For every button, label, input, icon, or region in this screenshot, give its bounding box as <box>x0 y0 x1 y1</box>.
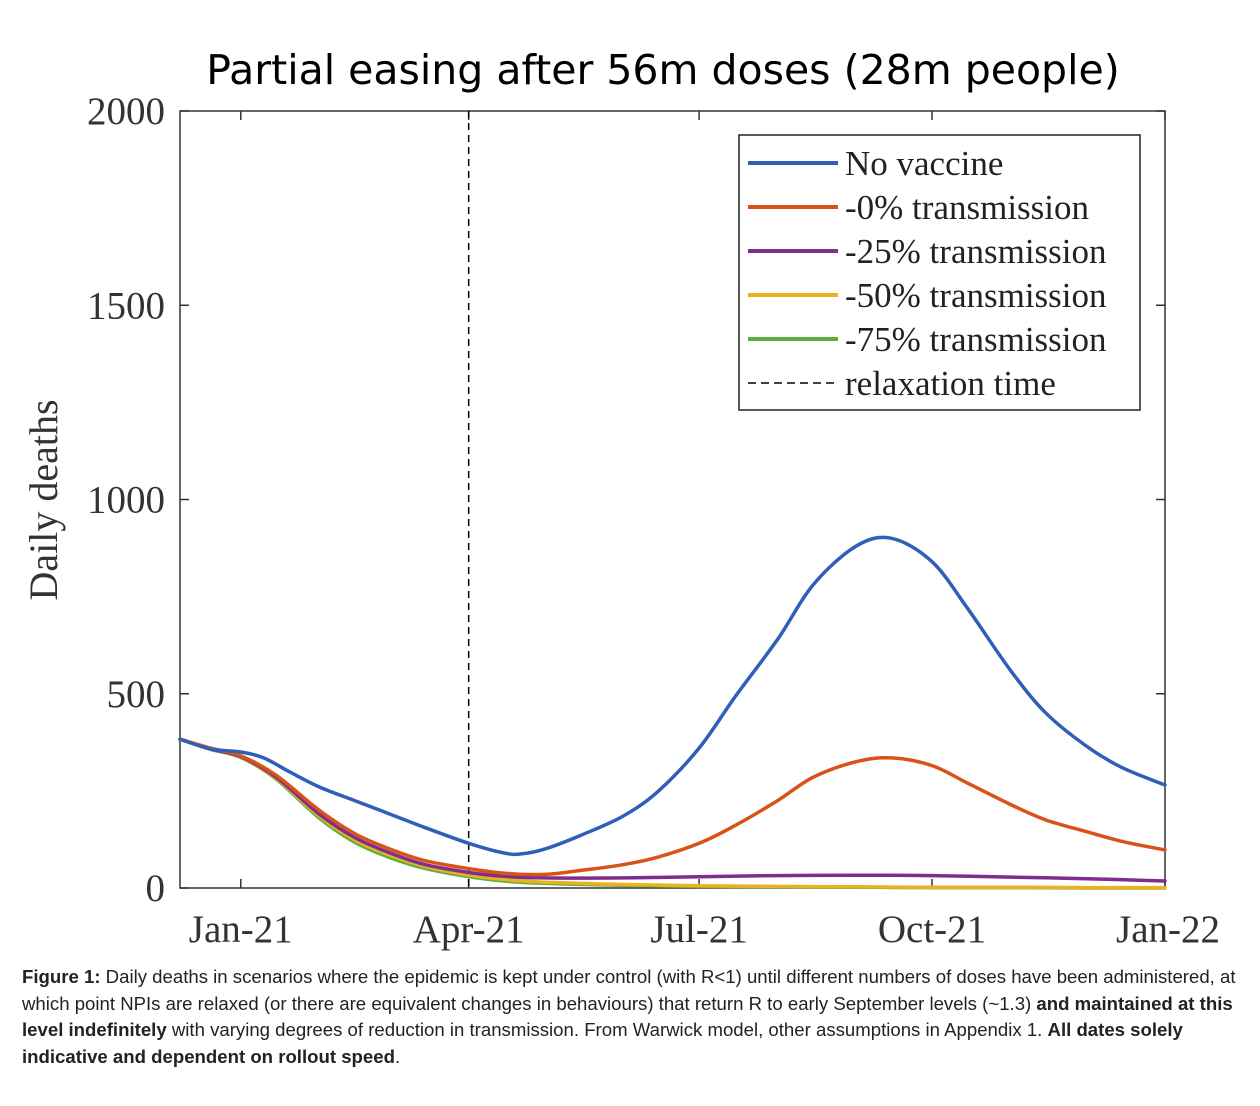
x-tick-label: Apr-21 <box>413 908 525 951</box>
legend-label: -50% transmission <box>845 276 1107 315</box>
caption-text-2: with varying degrees of reduction in tra… <box>166 1019 1048 1040</box>
y-axis-label: Daily deaths <box>21 399 66 600</box>
figure-caption: Figure 1: Daily deaths in scenarios wher… <box>22 964 1247 1070</box>
x-tick-label: Jan-21 <box>189 908 293 951</box>
series-line-25-transmission <box>178 737 1167 883</box>
chart: Partial easing after 56m doses (28m peop… <box>21 46 1220 951</box>
y-tick-label: 500 <box>107 673 166 716</box>
caption-bold-2: All dates solely indicative and dependen… <box>22 1019 1183 1067</box>
legend-label: -25% transmission <box>845 232 1107 271</box>
x-tick-label: Jul-21 <box>650 908 748 951</box>
legend-label: No vaccine <box>845 144 1003 183</box>
chart-title: Partial easing after 56m doses (28m peop… <box>206 46 1119 94</box>
caption-end: . <box>394 1045 401 1067</box>
caption-text-1: Daily deaths in scenarios where the epid… <box>22 966 1236 1014</box>
plot-area: 0 500 1000 1500 2000 Jan-21 Apr-21 Jul-21 Oct-21… <box>87 90 1220 951</box>
y-tick-label: 1500 <box>87 284 165 327</box>
legend-label: -0% transmission <box>845 188 1089 227</box>
caption-bold-1: and maintained at this level indefinitel… <box>22 992 1233 1041</box>
series-line-75-transmission <box>178 737 1167 890</box>
legend-label: relaxation time <box>845 364 1056 403</box>
caption-label: Figure 1: <box>22 966 101 987</box>
series-line-0-transmission <box>178 737 1167 877</box>
y-tick-label: 0 <box>146 867 166 910</box>
legend: No vaccine -0% transmission -25% transmiss… <box>738 134 1141 411</box>
legend-label: -75% transmission <box>845 320 1107 359</box>
y-tick-label: 2000 <box>87 90 165 133</box>
x-tick-label: Oct-21 <box>878 908 986 951</box>
legend-box <box>738 134 1141 411</box>
y-tick-label: 1000 <box>87 479 165 522</box>
series-line-50-transmission <box>178 737 1167 890</box>
x-tick-label: Jan-22 <box>1116 908 1220 951</box>
series-line-no-vaccine <box>178 535 1167 857</box>
